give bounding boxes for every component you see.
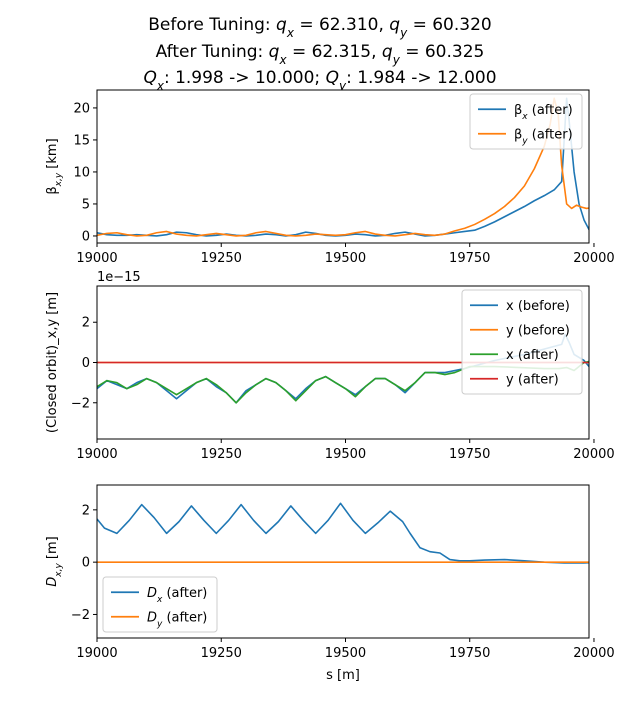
panel-3: 1900019250195001975020000202502050020750… [45, 484, 615, 661]
axes-frame-3 [96, 484, 590, 639]
title-line-2: After Tuning: qx​ = 62.315, qy​ = 60.325 [156, 42, 485, 67]
y-tick-label-2-2: 0 [82, 356, 90, 371]
x-tick-label-1-5: 20000 [573, 251, 614, 266]
panels: 1900019250195001975020000202502050020750… [45, 89, 615, 661]
series-line-2-1 [97, 333, 589, 404]
x-tick-label-3-2: 19250 [201, 646, 242, 661]
x-tick-label-2-3: 19500 [325, 447, 366, 462]
legend-label-2-1: x (before) [506, 299, 570, 314]
title-line-1: Before Tuning: qx​ = 62.310, qy​ = 60.32… [148, 15, 491, 40]
y-axis-label-3: Dx,y​ [m] [45, 536, 64, 586]
y-tick-label-1-4: 15 [73, 133, 90, 148]
legend-label-3-2: Dy​ (after) [147, 610, 207, 629]
y-axis-label-2: (Closed orbit)_x,y [m] [45, 292, 60, 433]
x-tick-label-3-1: 19000 [76, 646, 117, 661]
legend-box-1 [469, 93, 583, 150]
series-group-3 [97, 502, 589, 564]
legend-label-2-3: x (after) [506, 348, 559, 363]
y-tick-label-3-1: −2 [71, 608, 90, 623]
series-line-1-2 [97, 97, 589, 237]
axes-frame-1 [96, 89, 590, 244]
y-tick-label-2-3: 2 [82, 316, 90, 331]
legend-label-2-4: y (after) [506, 372, 559, 387]
y-tick-label-1-5: 20 [73, 101, 90, 116]
y-axis-label-1: βx,y​ [km] [45, 138, 64, 194]
x-tick-label-2-2: 19250 [201, 447, 242, 462]
legend-label-2-2: y (before) [506, 323, 570, 338]
y-offset-text-2: 1e−15 [97, 270, 141, 285]
series-line-2-3 [97, 360, 589, 404]
figure-title: Before Tuning: qx​ = 62.310, qy​ = 60.32… [143, 15, 496, 93]
x-tick-label-1-2: 19250 [201, 251, 242, 266]
legend-3: Dx​ (after) Dy​ (after) [102, 576, 218, 633]
series-line-1-1 [97, 97, 589, 237]
y-tick-label-1-1: 0 [82, 229, 90, 244]
x-tick-label-1-1: 19000 [76, 251, 117, 266]
legend-2: x (before) y (before) x (after) y (after) [461, 289, 583, 395]
series-group-1 [97, 97, 589, 237]
legend-box-3 [102, 576, 218, 633]
panel-2: 1900019250195001975020000202502050020750… [45, 270, 615, 462]
legend-label-3-1: Dx​ (after) [147, 586, 207, 605]
legend-box-2 [461, 289, 583, 395]
legend-1: βx​ (after) βy​ (after) [469, 93, 583, 150]
legend-label-1-2: βy​ (after) [514, 127, 573, 146]
x-axis-label: s [m] [326, 668, 360, 683]
y-tick-label-3-2: 0 [82, 556, 90, 571]
x-tick-label-1-4: 19750 [449, 251, 490, 266]
x-tick-label-2-1: 19000 [76, 447, 117, 462]
legend-label-1-1: βx​ (after) [514, 103, 573, 122]
panel-1: 1900019250195001975020000202502050020750… [45, 89, 615, 266]
title-line-3: Qx​: 1.998 -> 10.000; Qy​: 1.984 -> 12.0… [143, 68, 496, 93]
x-tick-label-3-4: 19750 [449, 646, 490, 661]
x-tick-label-2-4: 19750 [449, 447, 490, 462]
y-tick-label-3-3: 2 [82, 503, 90, 518]
y-tick-label-1-3: 10 [73, 165, 90, 180]
x-tick-label-1-3: 19500 [325, 251, 366, 266]
x-tick-label-3-3: 19500 [325, 646, 366, 661]
y-tick-label-1-2: 5 [82, 197, 90, 212]
x-tick-label-2-5: 20000 [573, 447, 614, 462]
x-tick-label-3-5: 20000 [573, 646, 614, 661]
y-tick-label-2-1: −2 [71, 396, 90, 411]
